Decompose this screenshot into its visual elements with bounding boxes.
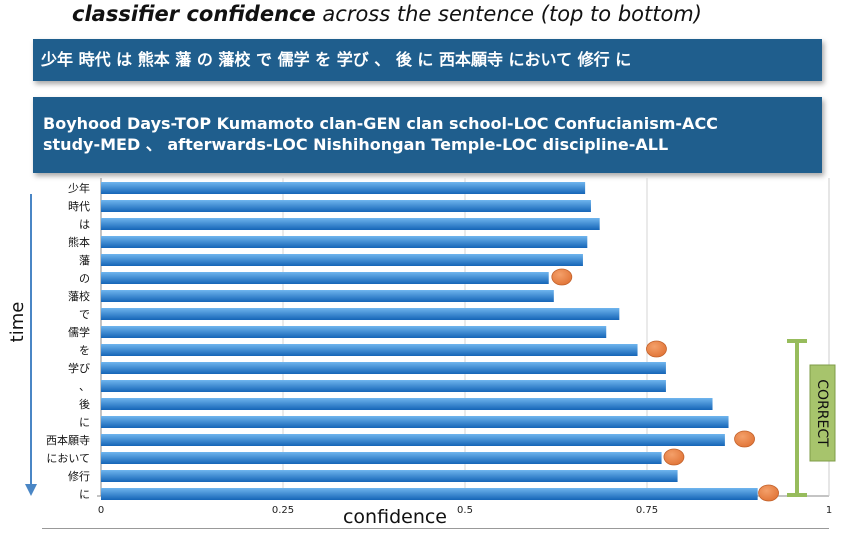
- marker-0: [551, 268, 573, 286]
- x-tick-label: 0.25: [272, 505, 294, 516]
- bar-15: [101, 452, 662, 464]
- translation-banner: Boyhood Days-TOP Kumamoto clan-GEN clan …: [33, 97, 822, 173]
- chart-title-bold: classifier confidence: [72, 2, 316, 26]
- category-label-2: は: [79, 218, 90, 231]
- chart-title: classifier confidence across the sentenc…: [72, 2, 792, 26]
- category-label-12: 後: [79, 397, 90, 411]
- category-label-11: 、: [79, 380, 90, 393]
- chart-title-rest: across the sentence (top to bottom): [315, 2, 702, 26]
- translation-line-2: study-MED 、 afterwards-LOC Nishihongan T…: [43, 135, 669, 154]
- correct-label-box: [809, 364, 836, 462]
- bar-11: [101, 380, 666, 392]
- category-label-7: で: [79, 308, 90, 321]
- bar-3: [101, 236, 588, 248]
- bar-4: [101, 254, 583, 266]
- category-label-17: に: [79, 488, 90, 501]
- category-label-6: 藩校: [68, 289, 90, 303]
- bar-8: [101, 326, 607, 338]
- category-label-10: 学び: [68, 361, 90, 375]
- bottom-rule: [42, 528, 829, 529]
- marker-1: [646, 340, 667, 358]
- marker-3: [663, 448, 685, 466]
- translation-line-1: Boyhood Days-TOP Kumamoto clan-GEN clan …: [43, 114, 718, 133]
- bar-17: [101, 488, 758, 500]
- bar-5: [101, 272, 549, 284]
- y-axis-label: time: [7, 302, 28, 343]
- bar-6: [101, 290, 554, 302]
- category-label-1: 時代: [68, 200, 90, 213]
- bar-7: [101, 308, 620, 320]
- category-label-15: において: [46, 452, 90, 465]
- category-label-9: を: [79, 344, 90, 357]
- category-label-5: の: [79, 272, 90, 285]
- category-label-16: 修行: [68, 469, 90, 483]
- marker-2: [734, 430, 755, 448]
- bar-1: [101, 200, 591, 212]
- bar-14: [101, 434, 725, 446]
- source-sentence-banner: 少年 時代 は 熊本 藩 の 藩校 で 儒学 を 学び 、 後 に 西本願寺 に…: [33, 39, 822, 81]
- category-label-14: 西本願寺: [46, 433, 90, 447]
- x-tick-label: 0.5: [457, 505, 473, 516]
- bar-12: [101, 398, 713, 410]
- marker-4: [758, 484, 779, 502]
- category-label-8: 儒学: [68, 325, 90, 339]
- bar-10: [101, 362, 666, 374]
- correct-label: CORRECT: [814, 379, 830, 447]
- x-tick-label: 0.75: [636, 505, 658, 516]
- category-label-3: 熊本: [68, 235, 90, 249]
- x-tick-label: 1: [826, 505, 832, 516]
- bar-9: [101, 344, 638, 356]
- bar-13: [101, 416, 729, 428]
- x-tick-label: 0: [98, 505, 104, 516]
- category-label-13: に: [79, 416, 90, 429]
- bar-2: [101, 218, 600, 230]
- bar-16: [101, 470, 678, 482]
- category-label-0: 少年: [68, 181, 90, 195]
- time-arrow-head: [25, 484, 37, 496]
- x-axis-label: confidence: [343, 506, 447, 528]
- category-label-4: 藩: [79, 254, 90, 267]
- bar-0: [101, 182, 586, 194]
